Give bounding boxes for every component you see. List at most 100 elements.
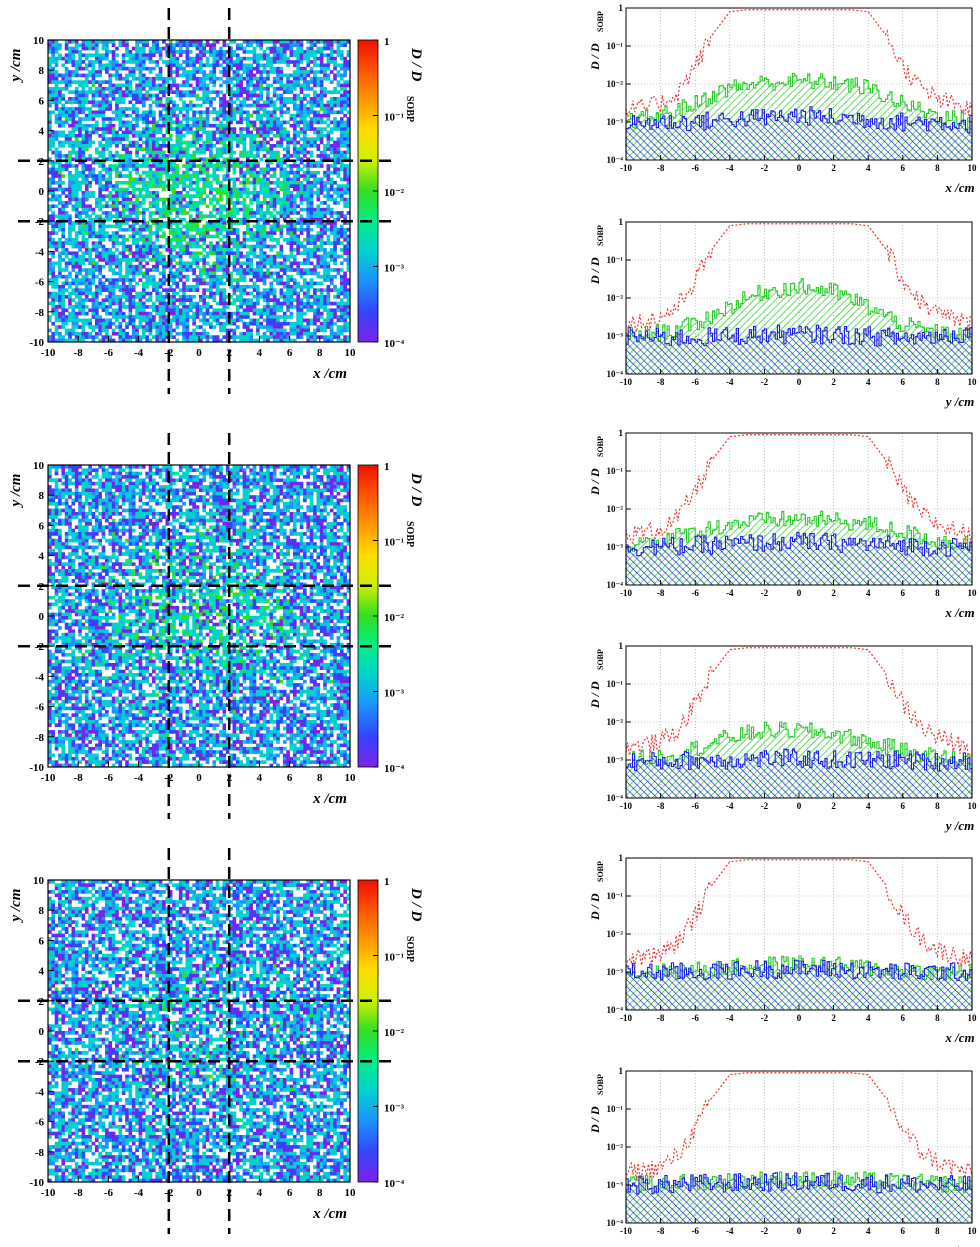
x-tick-label: -4 — [726, 1226, 734, 1236]
y-tick-label: -10 — [29, 337, 44, 349]
x-tick-label: 2 — [831, 801, 836, 811]
y-tick-label: 10⁻⁴ — [607, 793, 624, 803]
y-axis-label-sub: SOBP — [596, 11, 605, 32]
y-axis-label: D / D SOBP — [588, 861, 605, 921]
x-tick-label: 8 — [317, 1187, 323, 1199]
colorbar-label: D / D SOBP — [404, 887, 424, 962]
profile-plot-4: -10 -8 -6 -4 -2 0 2 4 6 8 10 1 10⁻¹ 10⁻² 10⁻³ 10⁻⁴ y /cm… — [588, 641, 977, 833]
x-tick-label: -6 — [691, 163, 699, 173]
x-tick-label: 4 — [257, 772, 263, 784]
colorbar-tick-label: 10⁻² — [384, 187, 405, 199]
y-axis-label-sub: SOBP — [596, 1074, 605, 1095]
blue-histogram — [625, 748, 973, 799]
y-tick-label: 4 — [39, 966, 45, 978]
colorbar-tick-label: 10⁻¹ — [384, 952, 404, 964]
x-tick-label: -10 — [620, 588, 632, 598]
x-tick-label: 6 — [901, 1226, 906, 1236]
x-tick-label: 4 — [866, 163, 871, 173]
x-tick-label: 8 — [935, 377, 940, 387]
colorbar-tick-label: 10⁻⁴ — [384, 763, 405, 775]
y-tick-label: 10⁻⁴ — [607, 155, 624, 165]
x-tick-label: 10 — [345, 1187, 357, 1199]
x-tick-label: 2 — [831, 1226, 836, 1236]
x-axis-label: x /cm — [312, 1206, 347, 1222]
y-axis-label-main: D / D — [588, 893, 602, 921]
y-tick-label: 10⁻¹ — [607, 466, 624, 476]
y-tick-label: -8 — [35, 1147, 45, 1159]
colorbar-label-main: D / D — [408, 472, 424, 507]
x-tick-label: -4 — [726, 163, 734, 173]
x-tick-label: 0 — [196, 772, 202, 784]
y-tick-label: 6 — [39, 520, 45, 532]
colorbar-tick-label: 10⁻⁴ — [384, 1178, 405, 1190]
x-tick-label: 6 — [287, 772, 293, 784]
y-tick-label: -10 — [29, 762, 44, 774]
y-tick-label: -6 — [35, 702, 45, 714]
x-axis-label: x /cm — [312, 366, 347, 382]
colorbar-tick-label: 10⁻¹ — [384, 112, 404, 124]
y-axis-label: D / D SOBP — [588, 649, 605, 709]
colorbar-label: D / D SOBP — [404, 472, 424, 547]
x-tick-label: 0 — [797, 163, 802, 173]
x-tick-label: -6 — [691, 1226, 699, 1236]
x-tick-label: -6 — [691, 377, 699, 387]
x-tick-label: 0 — [797, 377, 802, 387]
x-tick-label: -2 — [761, 801, 769, 811]
x-tick-label: -10 — [41, 772, 56, 784]
x-tick-label: -10 — [41, 1187, 56, 1199]
y-tick-label: 10⁻¹ — [607, 255, 624, 265]
x-tick-label: -10 — [41, 347, 56, 359]
y-axis-label: D / D SOBP — [588, 436, 605, 496]
x-tick-label: -6 — [104, 347, 114, 359]
x-tick-label: -8 — [74, 772, 84, 784]
colorbar-tick-label: 1 — [384, 36, 390, 48]
x-tick-label: 10 — [968, 801, 978, 811]
y-axis-label-main: D / D — [588, 468, 602, 496]
y-tick-label: -6 — [35, 1117, 45, 1129]
x-tick-label: -4 — [726, 588, 734, 598]
x-tick-label: -2 — [761, 588, 769, 598]
x-tick-label: -8 — [657, 163, 665, 173]
y-axis-label-sub: SOBP — [596, 436, 605, 457]
x-tick-label: 6 — [901, 163, 906, 173]
profile-plot-5: -10 -8 -6 -4 -2 0 2 4 6 8 10 1 10⁻¹ 10⁻² 10⁻³ 10⁻⁴ x /cm… — [588, 853, 977, 1045]
x-tick-label: 8 — [935, 1226, 940, 1236]
x-tick-label: 2 — [831, 1013, 836, 1023]
x-tick-label: -2 — [761, 163, 769, 173]
x-tick-label: 10 — [345, 347, 357, 359]
x-tick-label: -4 — [134, 772, 144, 784]
x-tick-label: 6 — [901, 377, 906, 387]
y-axis-label: y /cm — [8, 889, 24, 924]
y-axis-label-main: D / D — [588, 43, 602, 71]
y-tick-label: 0 — [39, 1026, 45, 1038]
x-tick-label: -8 — [657, 377, 665, 387]
x-tick-label: -6 — [104, 1187, 114, 1199]
x-tick-label: 8 — [935, 163, 940, 173]
x-axis-label: x /cm — [944, 1030, 974, 1045]
y-axis-label: y /cm — [8, 474, 24, 509]
y-tick-label: 10 — [33, 35, 45, 47]
y-tick-label: 8 — [39, 65, 45, 77]
x-axis-label: x /cm — [944, 180, 974, 195]
x-axis-label: x /cm — [312, 791, 347, 807]
x-tick-label: 8 — [935, 801, 940, 811]
x-tick-label: 10 — [968, 588, 978, 598]
y-axis-label-main: D / D — [588, 1106, 602, 1134]
x-tick-label: 2 — [831, 588, 836, 598]
blue-histogram — [625, 1172, 973, 1224]
y-tick-label: 10⁻² — [607, 929, 624, 939]
x-tick-label: -6 — [104, 772, 114, 784]
x-tick-label: 10 — [968, 1226, 978, 1236]
y-tick-label: 10⁻³ — [607, 542, 624, 552]
x-tick-label: 10 — [968, 163, 978, 173]
y-axis-label-sub: SOBP — [596, 861, 605, 882]
x-tick-label: 10 — [968, 377, 978, 387]
y-tick-label: 10⁻¹ — [607, 891, 624, 901]
dose-pixels — [48, 880, 351, 1183]
y-tick-label: 1 — [619, 428, 624, 438]
x-tick-label: 0 — [196, 347, 202, 359]
colorbar-tick-label: 10⁻³ — [384, 263, 405, 275]
y-tick-label: 10⁻¹ — [607, 1104, 624, 1114]
